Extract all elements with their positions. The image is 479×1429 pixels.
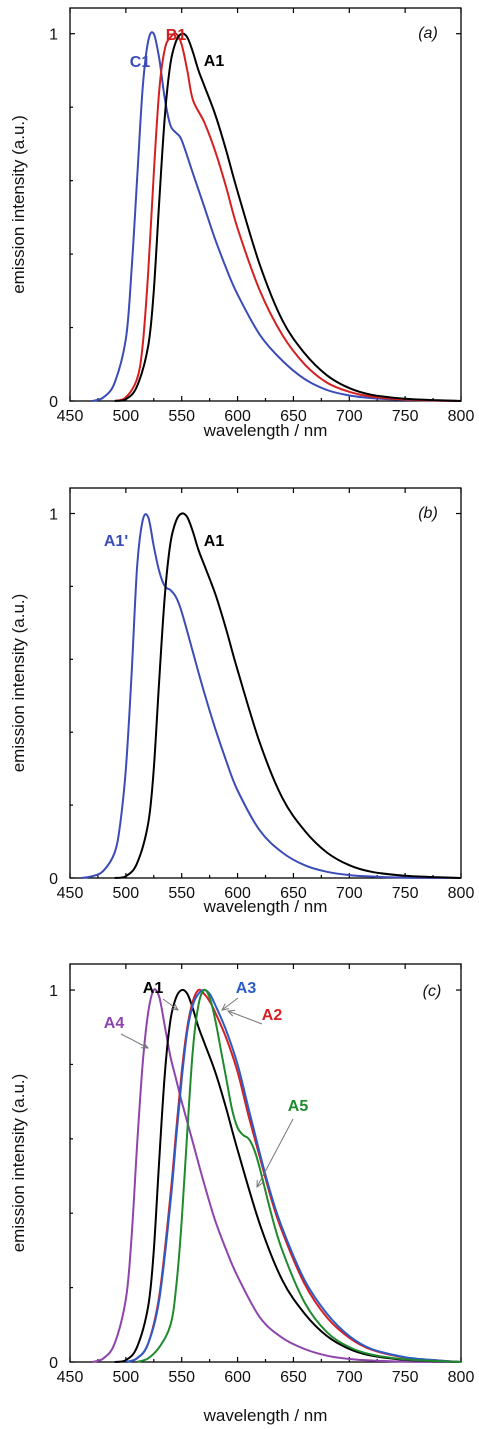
series-line-a5 bbox=[136, 988, 462, 1363]
x-tick-label: 650 bbox=[280, 885, 307, 902]
y-axis-label: emission intensity (a.u.) bbox=[9, 115, 28, 294]
x-tick-label: 800 bbox=[448, 408, 475, 425]
series-line-a3 bbox=[125, 989, 462, 1363]
x-tick-label: 800 bbox=[448, 885, 475, 902]
annotation-arrow-head bbox=[226, 1009, 236, 1017]
y-axis-label: emission intensity (a.u.) bbox=[9, 594, 28, 773]
x-tick-label: 450 bbox=[57, 885, 84, 902]
x-tick-label: 500 bbox=[113, 408, 140, 425]
x-tick-label: 650 bbox=[280, 1369, 307, 1386]
annotation-arrow bbox=[221, 997, 239, 1011]
y-tick-label: 1 bbox=[49, 507, 58, 524]
series-line-c1 bbox=[91, 31, 462, 402]
x-tick-label: 700 bbox=[336, 1369, 363, 1386]
annotation-arrow bbox=[120, 1033, 149, 1049]
annotation-arrow-head bbox=[171, 1003, 179, 1011]
panel-tag: (c) bbox=[423, 983, 442, 1000]
series-label: A1' bbox=[104, 533, 128, 550]
series-label: A4 bbox=[104, 1015, 125, 1032]
series-label: A1 bbox=[204, 53, 225, 70]
annotation-arrow-head bbox=[140, 1042, 150, 1049]
series-line-a1 bbox=[114, 988, 462, 1363]
chart-panel-3: 450 500 550 600 650 700 750 800 0 1 wavelength / n… bbox=[9, 963, 475, 1425]
series-line-a1 bbox=[81, 513, 462, 879]
x-tick-label: 750 bbox=[392, 1369, 419, 1386]
series-line-b1 bbox=[114, 32, 462, 402]
annotation-arrow bbox=[227, 1010, 263, 1025]
x-axis-label: wavelength / nm bbox=[203, 1406, 328, 1425]
x-tick-label: 600 bbox=[224, 1369, 251, 1386]
x-tick-label: 450 bbox=[57, 408, 84, 425]
chart-panel-1: 450 500 550 600 650 700 750 800 0 1 wavelength / n… bbox=[9, 7, 475, 440]
series-line-a2 bbox=[125, 988, 462, 1363]
x-tick-label: 700 bbox=[336, 408, 363, 425]
y-tick-label: 1 bbox=[49, 983, 58, 1000]
x-axis-label: wavelength / nm bbox=[203, 421, 328, 440]
annotation-arrow-head bbox=[256, 1179, 263, 1189]
y-tick-label: 0 bbox=[49, 394, 58, 411]
series-label: A1 bbox=[204, 533, 225, 550]
x-tick-label: 750 bbox=[392, 885, 419, 902]
annotation-arrow bbox=[256, 1118, 294, 1188]
x-tick-label: 700 bbox=[336, 885, 363, 902]
series-label: A3 bbox=[236, 980, 257, 997]
series-label: A2 bbox=[262, 1007, 283, 1024]
x-axis-label: wavelength / nm bbox=[203, 897, 328, 916]
annotation-arrow bbox=[162, 998, 179, 1011]
x-tick-label: 550 bbox=[168, 408, 195, 425]
panel-tag: (a) bbox=[418, 25, 438, 42]
series-line-a1 bbox=[114, 512, 462, 879]
annotation-arrow-head bbox=[221, 1003, 229, 1011]
x-tick-label: 650 bbox=[280, 408, 307, 425]
series-label: A5 bbox=[288, 1098, 309, 1115]
x-tick-label: 550 bbox=[168, 885, 195, 902]
x-tick-label: 550 bbox=[168, 1369, 195, 1386]
y-tick-label: 0 bbox=[49, 1355, 58, 1372]
x-tick-label: 500 bbox=[113, 1369, 140, 1386]
x-tick-label: 500 bbox=[113, 885, 140, 902]
series-label: C1 bbox=[130, 54, 151, 71]
x-tick-label: 600 bbox=[224, 408, 251, 425]
x-tick-label: 600 bbox=[224, 885, 251, 902]
chart-panel-2: 450 500 550 600 650 700 750 800 0 1 wavelength / n… bbox=[9, 487, 475, 916]
series-label: B1 bbox=[166, 27, 187, 44]
x-tick-label: 800 bbox=[448, 1369, 475, 1386]
plot-frame bbox=[69, 487, 462, 879]
x-tick-label: 750 bbox=[392, 408, 419, 425]
y-axis-label: emission intensity (a.u.) bbox=[9, 1074, 28, 1253]
y-tick-label: 0 bbox=[49, 871, 58, 888]
series-label: A1 bbox=[143, 980, 164, 997]
series-line-a1 bbox=[114, 32, 462, 402]
panel-tag: (b) bbox=[418, 505, 438, 522]
x-tick-label: 450 bbox=[57, 1369, 84, 1386]
y-tick-label: 1 bbox=[49, 27, 58, 44]
